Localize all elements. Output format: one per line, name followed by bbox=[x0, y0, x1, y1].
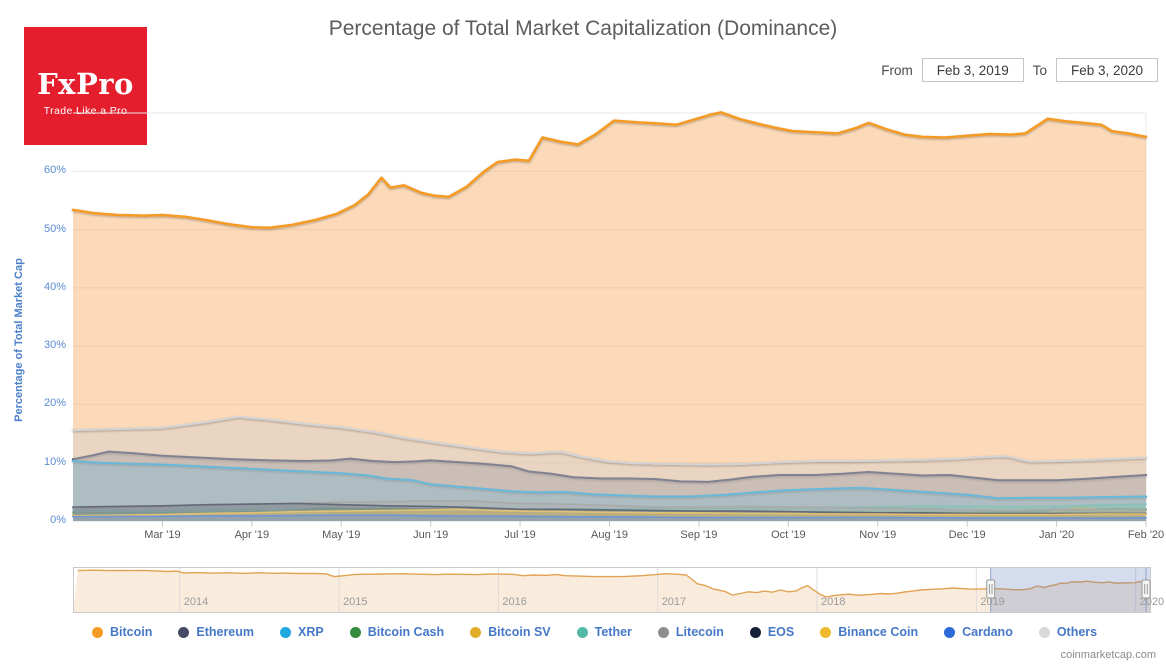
ethereum-area bbox=[73, 451, 1146, 521]
legend-item-binance-coin[interactable]: Binance Coin bbox=[820, 625, 918, 639]
legend-label: Bitcoin Cash bbox=[367, 625, 445, 639]
navigator-svg bbox=[73, 567, 1151, 613]
watermark: coinmarketcap.com bbox=[1060, 649, 1156, 661]
y-axis-tick-label: 0% bbox=[50, 514, 66, 526]
x-axis-tick-label: Jan '20 bbox=[1039, 529, 1075, 541]
legend-dot bbox=[92, 626, 103, 638]
x-axis-tick-label: Apr '19 bbox=[234, 529, 270, 541]
y-axis-tick-label: 40% bbox=[43, 280, 66, 293]
legend-item-litecoin[interactable]: Litecoin bbox=[657, 625, 724, 639]
bitcoin-area bbox=[73, 112, 1146, 522]
legend-dot bbox=[349, 626, 361, 638]
x-axis-tick-label: Mar '19 bbox=[144, 529, 181, 541]
legend-label: Ethereum bbox=[196, 625, 255, 639]
legend-dot bbox=[1038, 626, 1050, 638]
legend-dot bbox=[470, 626, 482, 638]
legend-dot bbox=[944, 626, 956, 638]
y-axis-tick-label: 50% bbox=[43, 222, 66, 235]
dominance-chart[interactable] bbox=[71, 111, 1148, 529]
cardano-area bbox=[73, 515, 1146, 521]
legend-label: Bitcoin bbox=[110, 625, 153, 639]
x-axis-tick-label: Sep '19 bbox=[680, 529, 718, 541]
legend-dot bbox=[178, 626, 190, 638]
tether-line bbox=[72, 503, 1147, 513]
legend-item-tether[interactable]: Tether bbox=[576, 625, 632, 639]
binance-coin-line bbox=[72, 508, 1147, 517]
x-axis-tick-label: May '19 bbox=[322, 529, 361, 541]
legend-item-bitcoin[interactable]: Bitcoin bbox=[92, 625, 152, 639]
x-axis-tick-label: Jun '19 bbox=[413, 529, 449, 541]
others-line bbox=[72, 415, 1147, 466]
navigator-area bbox=[73, 570, 1150, 612]
x-axis-tick-label: Nov '19 bbox=[859, 529, 897, 541]
navigator-year-label: 2014 bbox=[183, 596, 209, 608]
legend-dot bbox=[820, 626, 832, 638]
chart-title: Percentage of Total Market Capitalizatio… bbox=[328, 17, 838, 40]
legend-dot bbox=[657, 626, 669, 638]
legend-item-ethereum[interactable]: Ethereum bbox=[178, 625, 254, 639]
nav-handle-left[interactable] bbox=[986, 568, 996, 612]
navigator[interactable] bbox=[73, 567, 1151, 614]
legend-item-bitcoin-sv[interactable]: Bitcoin SV bbox=[470, 625, 551, 639]
date-range: From To bbox=[881, 58, 1158, 82]
y-axis-tick-label: 10% bbox=[43, 455, 66, 468]
x-axis-tick-label: Feb '20 bbox=[1127, 529, 1165, 541]
y-axis-tick-label: 30% bbox=[43, 339, 66, 352]
from-date-input[interactable] bbox=[921, 58, 1024, 82]
xrp-area bbox=[73, 461, 1146, 521]
legend-item-bitcoin-cash[interactable]: Bitcoin Cash bbox=[349, 625, 445, 639]
navigator-selection[interactable] bbox=[990, 568, 1150, 612]
to-label: To bbox=[1032, 62, 1047, 78]
legend-label: Tether bbox=[594, 625, 632, 639]
legend: Bitcoin Ethereum XRP Bitcoin Cash Bitcoin SV… bbox=[92, 625, 1132, 639]
navigator-year-label: 2016 bbox=[502, 596, 527, 608]
legend-dot bbox=[576, 626, 588, 638]
nav-handle-right[interactable] bbox=[1141, 568, 1151, 612]
fxpro-logo[interactable]: FxPro Trade Like a Pro bbox=[24, 27, 147, 145]
navigator-year-label: 2019 bbox=[980, 596, 1005, 608]
from-label: From bbox=[881, 62, 913, 78]
bitcoin-line bbox=[71, 111, 1148, 230]
cardano-line bbox=[72, 514, 1147, 519]
legend-label: Bitcoin SV bbox=[488, 625, 551, 639]
eos-line bbox=[72, 502, 1147, 515]
x-axis-tick-label: Oct '19 bbox=[771, 529, 806, 541]
navigator-year-label: 2015 bbox=[343, 596, 368, 608]
legend-label: Binance Coin bbox=[838, 625, 919, 639]
to-date-input[interactable] bbox=[1056, 58, 1158, 82]
navigator-year-label: 2017 bbox=[661, 596, 687, 608]
navigator-bitcoin-line bbox=[77, 569, 1151, 598]
legend-label: Cardano bbox=[962, 625, 1013, 639]
navigator-year-label: 2018 bbox=[821, 596, 846, 608]
x-axis-tick-label: Jul '19 bbox=[504, 529, 536, 541]
x-axis-tick-label: Aug '19 bbox=[591, 529, 628, 541]
main-chart-svg bbox=[71, 111, 1148, 527]
legend-label: XRP bbox=[298, 625, 324, 639]
others-area bbox=[73, 416, 1146, 521]
legend-label: Litecoin bbox=[675, 625, 724, 639]
logo-brand: FxPro bbox=[37, 66, 134, 101]
legend-item-xrp[interactable]: XRP bbox=[280, 625, 324, 639]
legend-label: EOS bbox=[767, 625, 795, 639]
y-axis-tick-label: 20% bbox=[43, 397, 66, 410]
xrp-line bbox=[72, 460, 1147, 500]
legend-dot bbox=[280, 626, 292, 638]
legend-label: Others bbox=[1056, 625, 1098, 639]
legend-dot bbox=[749, 626, 761, 638]
navigator-year-label: 2020 bbox=[1139, 596, 1165, 608]
x-axis-tick-label: Dec '19 bbox=[948, 529, 986, 541]
ethereum-line bbox=[72, 450, 1147, 483]
legend-item-cardano[interactable]: Cardano bbox=[944, 625, 1013, 639]
legend-item-eos[interactable]: EOS bbox=[749, 625, 795, 639]
legend-item-others[interactable]: Others bbox=[1038, 625, 1098, 639]
y-axis-tick-label: 60% bbox=[43, 164, 66, 177]
